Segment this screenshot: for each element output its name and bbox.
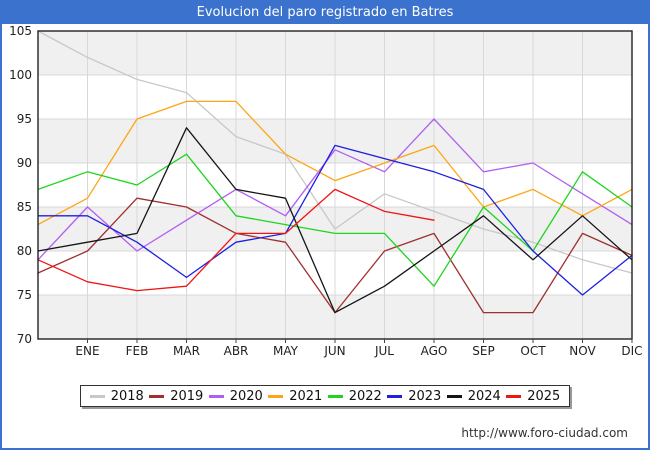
legend-item-2025: 2025 bbox=[506, 389, 560, 404]
legend-item-2019: 2019 bbox=[149, 389, 203, 404]
legend-label: 2023 bbox=[408, 388, 442, 404]
y-tick-label: 100 bbox=[9, 68, 32, 82]
x-tick-label: NOV bbox=[569, 344, 596, 358]
legend-item-2023: 2023 bbox=[387, 389, 441, 404]
legend-swatch-2021 bbox=[268, 394, 284, 398]
x-tick-label: JUN bbox=[323, 344, 345, 358]
legend-item-2022: 2022 bbox=[327, 388, 382, 404]
y-tick-label: 75 bbox=[17, 288, 32, 302]
legend-item-2024: 2024 bbox=[446, 388, 501, 404]
legend-label: 2019 bbox=[170, 388, 204, 404]
legend-label: 2020 bbox=[229, 388, 263, 404]
x-tick-label: ENE bbox=[75, 344, 99, 358]
legend-item-2021: 2021 bbox=[268, 389, 322, 404]
y-tick-label: 90 bbox=[17, 156, 32, 170]
x-tick-label: MAR bbox=[173, 344, 200, 358]
legend-swatch-2024 bbox=[446, 394, 462, 398]
legend-swatch-2020 bbox=[208, 394, 224, 398]
legend-swatch-2022 bbox=[327, 394, 343, 398]
x-tick-label: AGO bbox=[421, 344, 448, 358]
y-tick-label: 70 bbox=[17, 332, 32, 346]
legend-label: 2025 bbox=[527, 388, 561, 404]
series-line-2024 bbox=[37, 127, 633, 314]
legend-item-2018: 2018 bbox=[89, 388, 144, 404]
x-tick-label: SEP bbox=[472, 344, 494, 358]
y-tick-label: 80 bbox=[17, 244, 32, 258]
y-tick-label: 105 bbox=[9, 24, 32, 38]
series-line-2018 bbox=[37, 30, 633, 274]
page-title: Evolucion del paro registrado en Batres bbox=[2, 2, 648, 24]
x-tick-label: ABR bbox=[224, 344, 249, 358]
x-tick-label: FEB bbox=[126, 344, 149, 358]
legend-label: 2024 bbox=[467, 388, 501, 404]
x-tick-label: OCT bbox=[520, 344, 546, 358]
legend-label: 2021 bbox=[289, 388, 323, 404]
x-tick-label: MAY bbox=[273, 344, 299, 358]
legend-item-2020: 2020 bbox=[208, 388, 263, 404]
series-line-2023 bbox=[37, 144, 633, 296]
y-tick-label: 95 bbox=[17, 112, 32, 126]
legend-swatch-2025 bbox=[506, 394, 522, 398]
x-tick-label: DIC bbox=[621, 344, 642, 358]
legend-label: 2018 bbox=[110, 388, 144, 404]
series-line-2025 bbox=[37, 188, 435, 292]
y-tick-label: 85 bbox=[17, 200, 32, 214]
legend-swatch-2023 bbox=[387, 394, 403, 398]
legend-label: 2022 bbox=[348, 388, 382, 404]
legend-swatch-2018 bbox=[89, 394, 105, 398]
series-line-2021 bbox=[37, 100, 633, 226]
x-tick-label: JUL bbox=[374, 344, 394, 358]
source-url: http://www.foro-ciudad.com bbox=[461, 426, 628, 440]
legend-swatch-2019 bbox=[149, 394, 165, 398]
legend: 2018 2019 2020 2021 2022 2023 2024 2025 bbox=[80, 385, 570, 407]
series-line-2020 bbox=[37, 118, 633, 261]
